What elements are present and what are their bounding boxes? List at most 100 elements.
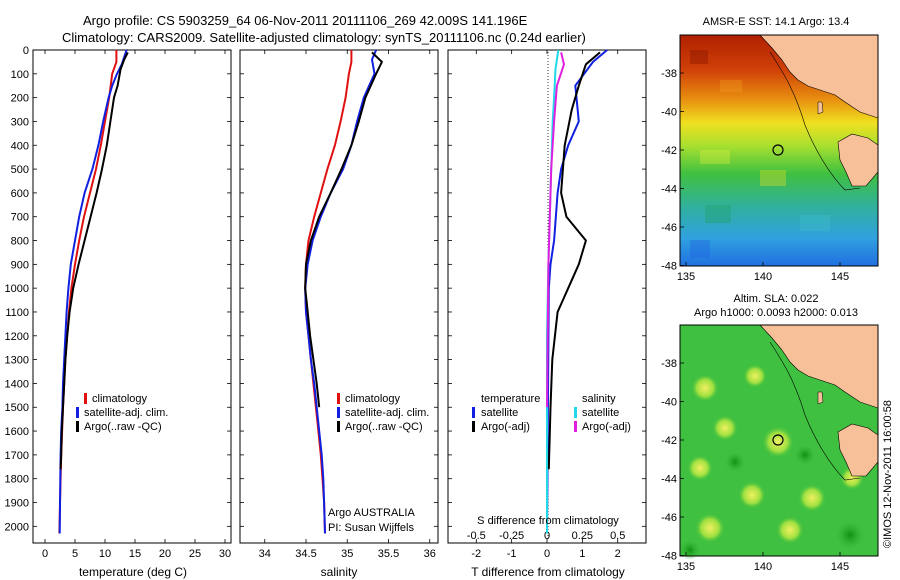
longitude-label: 140	[754, 271, 772, 283]
sla-low	[836, 521, 864, 549]
longitude-label: 145	[831, 561, 849, 573]
figure-title-line2: Climatology: CARS2009. Satellite-adjuste…	[62, 30, 586, 45]
legend-label-t-satellite: satellite	[481, 407, 518, 419]
s-difference-axis: -0.5 -0.25 0 0.25 0.5	[467, 530, 626, 542]
imos-credit: ©IMOS 12-Nov-2011 16:00:58	[882, 400, 894, 548]
sst-map-axes: 135 140 145 -38 -40 -42 -44 -46 -48	[661, 68, 849, 283]
sst-map-title: AMSR-E SST: 14.1 Argo: 13.4	[703, 16, 850, 28]
s-difference-label: S difference from climatology	[477, 515, 619, 527]
depth-tick-label: 800	[11, 236, 29, 248]
longitude-label: 145	[831, 271, 849, 283]
series-argo-raw-qc-	[59, 51, 129, 470]
latitude-label: -40	[661, 397, 677, 409]
temperature-xlabel: temperature (deg C)	[79, 565, 187, 579]
sst-patch	[700, 150, 730, 164]
difference-depth-ticks	[448, 49, 646, 527]
t-difference-tick-label: 0	[544, 548, 550, 560]
sla-low	[680, 540, 700, 560]
sla-blobs	[680, 364, 864, 560]
king-island	[817, 391, 824, 405]
depth-tick-label: 300	[11, 116, 29, 128]
tasmania	[837, 423, 879, 477]
s-difference-tick-label: -0.25	[499, 530, 524, 542]
s-difference-tick-label: 0	[544, 530, 550, 542]
sla-high	[687, 455, 713, 481]
sst-map-frame	[679, 34, 879, 267]
depth-tick-label: 1100	[5, 307, 29, 319]
series-t-satellite	[546, 49, 608, 534]
sla-high	[743, 364, 767, 388]
legend-label-climatology: climatology	[92, 393, 148, 405]
sla-high	[798, 484, 826, 512]
salinity-tick-label: 35.5	[378, 548, 399, 560]
legend-label-satellite: satellite-adj. clim.	[84, 407, 168, 419]
sla-map-frame	[679, 324, 879, 557]
depth-axis: 0 100 200 300 400 500 600 700 800 900 1000 1100 1200…	[5, 45, 231, 533]
difference-legend: temperature salinity satellite Argo(-adj…	[472, 393, 631, 433]
depth-tick-label: 700	[11, 212, 29, 224]
bathymetry-contour	[769, 51, 861, 191]
depth-tick-label: 1700	[5, 450, 29, 462]
tasmania	[837, 133, 879, 187]
legend-title-salinity: salinity	[582, 393, 616, 405]
legend-label-argo: Argo(..raw -QC)	[345, 421, 423, 433]
legend-swatch-climatology	[84, 393, 87, 404]
depth-tick-label: 1900	[5, 498, 29, 510]
sst-patch	[690, 240, 710, 258]
legend-swatch-climatology	[337, 393, 340, 404]
sla-low	[795, 445, 815, 465]
difference-panel: -2 -1 0 1 2 -0.5 -0.25 0 0.25 0.5 S difference f…	[447, 49, 647, 579]
series-argo-raw-qc-	[304, 51, 383, 408]
depth-tick-label: 600	[11, 188, 29, 200]
t-difference-axis: -2 -1 0 1 2	[471, 50, 621, 560]
salinity-tick-label: 36	[424, 548, 436, 560]
sst-texture	[690, 50, 830, 258]
temperature-tick-label: 15	[129, 548, 141, 560]
t-difference-tick-label: -2	[471, 548, 481, 560]
sst-patch	[720, 80, 742, 92]
latitude-label: -40	[661, 107, 677, 119]
t-difference-tick-label: 2	[615, 548, 621, 560]
depth-tick-label: 100	[11, 69, 29, 81]
legend-label-satellite: satellite-adj. clim.	[345, 407, 429, 419]
temperature-panel: 0100200300400500600700800900100011001200…	[5, 45, 232, 579]
temperature-tick-label: 20	[159, 548, 171, 560]
legend-label-argo: Argo(..raw -QC)	[84, 421, 162, 433]
king-island	[817, 101, 824, 115]
depth-tick-label: 1500	[5, 402, 29, 414]
depth-tick-label: 900	[11, 259, 29, 271]
sst-patch	[800, 215, 830, 231]
temperature-plot-frame	[32, 49, 232, 544]
salinity-tick-label: 35	[341, 548, 353, 560]
sla-high	[776, 516, 804, 544]
salinity-axis: 34 34.5 35 35.5 36	[259, 50, 436, 560]
sla-map-title-line1: Altim. SLA: 0.022	[734, 293, 819, 305]
latitude-label: -48	[661, 261, 677, 273]
legend-swatch-s-argo	[574, 421, 577, 432]
latitude-label: -42	[661, 145, 677, 157]
sla-high	[691, 374, 719, 402]
salinity-series	[304, 49, 383, 534]
temperature-tick-label: 0	[42, 548, 48, 560]
depth-tick-label: 1000	[5, 283, 29, 295]
legend-swatch-argo	[337, 421, 340, 432]
legend-swatch-t-satellite	[472, 407, 475, 418]
sla-high	[762, 426, 794, 458]
latitude-label: -42	[661, 435, 677, 447]
temperature-axis: 0 5 10 15 20 25 30	[42, 50, 231, 560]
temperature-tick-label: 25	[189, 548, 201, 560]
salinity-depth-ticks	[240, 49, 438, 527]
depth-tick-label: 500	[11, 164, 29, 176]
s-difference-tick-label: -0.5	[467, 530, 486, 542]
t-difference-tick-label: -1	[507, 548, 517, 560]
sla-map-title-line2: Argo h1000: 0.0093 h2000: 0.013	[694, 307, 858, 319]
sst-map: AMSR-E SST: 14.1 Argo: 13.4 135 140 145 -38…	[661, 16, 879, 283]
latitude-label: -38	[661, 68, 677, 80]
latitude-label: -38	[661, 358, 677, 370]
t-difference-tick-label: 1	[579, 548, 585, 560]
temperature-tick-label: 5	[72, 548, 78, 560]
sla-map: Altim. SLA: 0.022 Argo h1000: 0.0093 h20…	[661, 293, 879, 573]
legend-label-s-satellite: satellite	[582, 407, 619, 419]
depth-tick-label: 1600	[5, 426, 29, 438]
